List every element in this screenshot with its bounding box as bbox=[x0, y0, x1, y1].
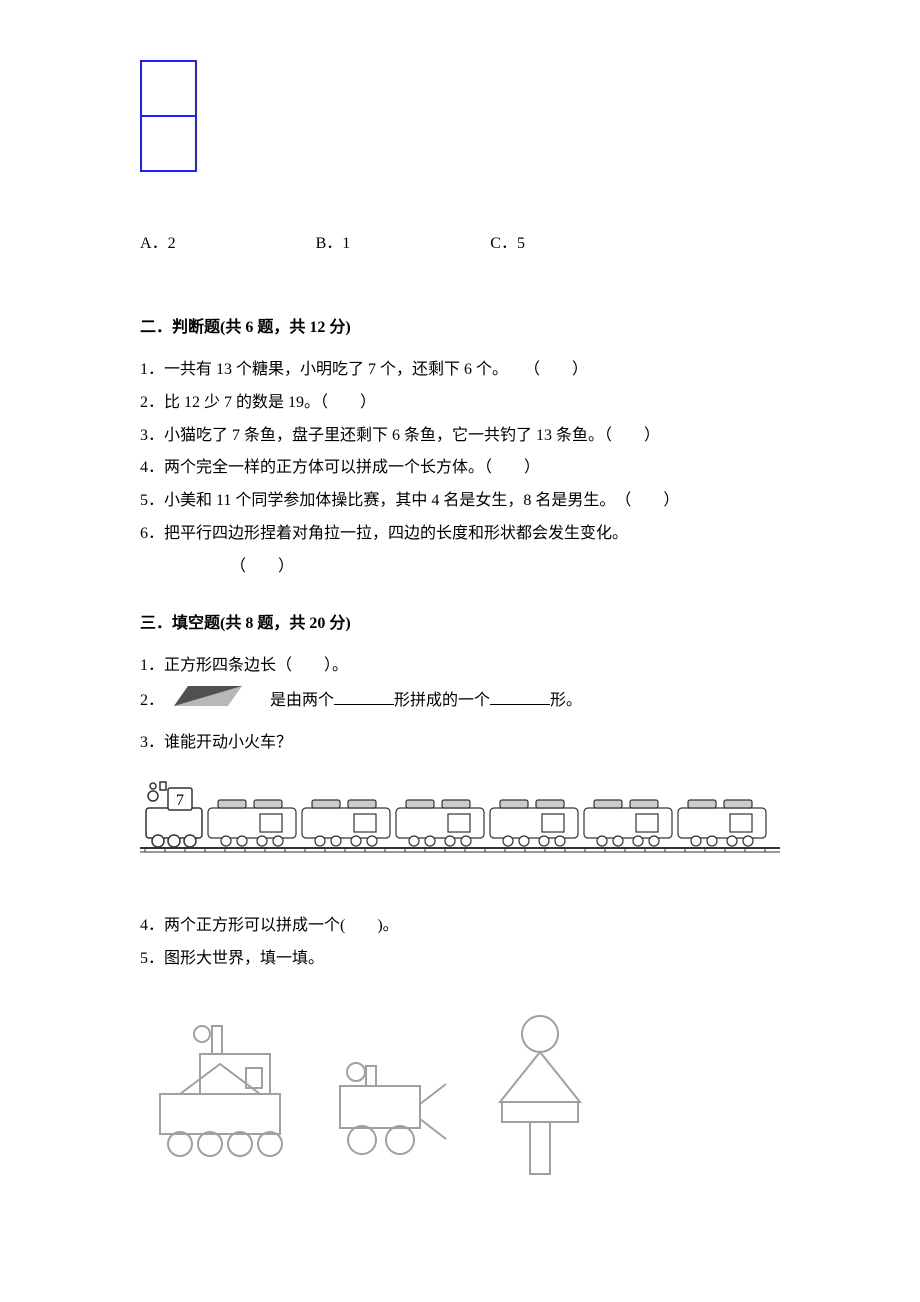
s2-q4: 4．两个完全一样的正方体可以拼成一个长方体。（ ） bbox=[140, 454, 780, 483]
shapes-figure bbox=[140, 1004, 620, 1192]
two-squares-diagram bbox=[140, 60, 780, 182]
train-car-3: －3＝ bbox=[396, 800, 484, 846]
train-start-number: 7 bbox=[176, 792, 184, 809]
blank-1 bbox=[334, 688, 394, 705]
mc-option-a: A．2 bbox=[140, 232, 176, 256]
s2-q6: 6．把平行四边形捏着对角拉一拉，四边的长度和形状都会发生变化。 bbox=[140, 520, 780, 549]
s3-q2-prefix: 2． bbox=[140, 692, 164, 709]
s3-q2: 2． 是由两个 形拼成的一个 形。 bbox=[140, 684, 780, 719]
mc-options-row: A．2 B．1 C．5 bbox=[140, 232, 780, 256]
svg-text:＋9＝: ＋9＝ bbox=[216, 817, 246, 831]
mc-option-b: B．1 bbox=[316, 232, 351, 256]
svg-text:－5＝: －5＝ bbox=[310, 817, 340, 831]
s3-q1: 1．正方形四条边长（ ）。 bbox=[140, 652, 780, 681]
train-car-2: －5＝ bbox=[302, 800, 390, 846]
parallelogram-icon bbox=[174, 684, 244, 719]
svg-text:＋7＝: ＋7＝ bbox=[686, 817, 716, 831]
locomotive: 7 bbox=[146, 782, 202, 847]
train-car-5: －9＝ bbox=[584, 800, 672, 846]
s2-q6-paren: （ ） bbox=[140, 553, 780, 582]
mc-option-c: C．5 bbox=[490, 232, 525, 256]
s3-q4: 4．两个正方形可以拼成一个( )。 bbox=[140, 912, 780, 941]
s2-q2: 2．比 12 少 7 的数是 19。（ ） bbox=[140, 389, 780, 418]
s3-q2-mid2: 形拼成的一个 bbox=[394, 692, 490, 709]
s3-q2-suffix: 形。 bbox=[550, 692, 582, 709]
s2-q3: 3．小猫吃了 7 条鱼，盘子里还剩下 6 条鱼，它一共钓了 13 条鱼。（ ） bbox=[140, 422, 780, 451]
blank-2 bbox=[490, 688, 550, 705]
train-car-6: ＋7＝ bbox=[678, 800, 766, 846]
section3-title: 三．填空题(共 8 题，共 20 分) bbox=[140, 612, 780, 636]
s2-q1: 1．一共有 13 个糖果，小明吃了 7 个，还剩下 6 个。 （ ） bbox=[140, 356, 780, 385]
train-car-4: ＋6＝ bbox=[490, 800, 578, 846]
train-car-1: ＋9＝ bbox=[208, 800, 296, 846]
shape-car-left bbox=[160, 1026, 282, 1156]
section2-title: 二．判断题(共 6 题，共 12 分) bbox=[140, 316, 780, 340]
train-diagram: 7 ＋9＝ bbox=[140, 778, 780, 862]
svg-text:－3＝: －3＝ bbox=[404, 817, 434, 831]
svg-text:＋6＝: ＋6＝ bbox=[498, 817, 528, 831]
s2-q5: 5．小美和 11 个同学参加体操比赛，其中 4 名是女生，8 名是男生。 （ ） bbox=[140, 487, 780, 516]
s3-q3: 3．谁能开动小火车？ bbox=[140, 729, 780, 758]
svg-text:－9＝: －9＝ bbox=[592, 817, 622, 831]
shape-cart-middle bbox=[340, 1063, 446, 1154]
s3-q5: 5．图形大世界，填一填。 bbox=[140, 945, 780, 974]
shape-person-right bbox=[500, 1016, 580, 1174]
s3-q2-mid1: 是由两个 bbox=[254, 692, 334, 709]
